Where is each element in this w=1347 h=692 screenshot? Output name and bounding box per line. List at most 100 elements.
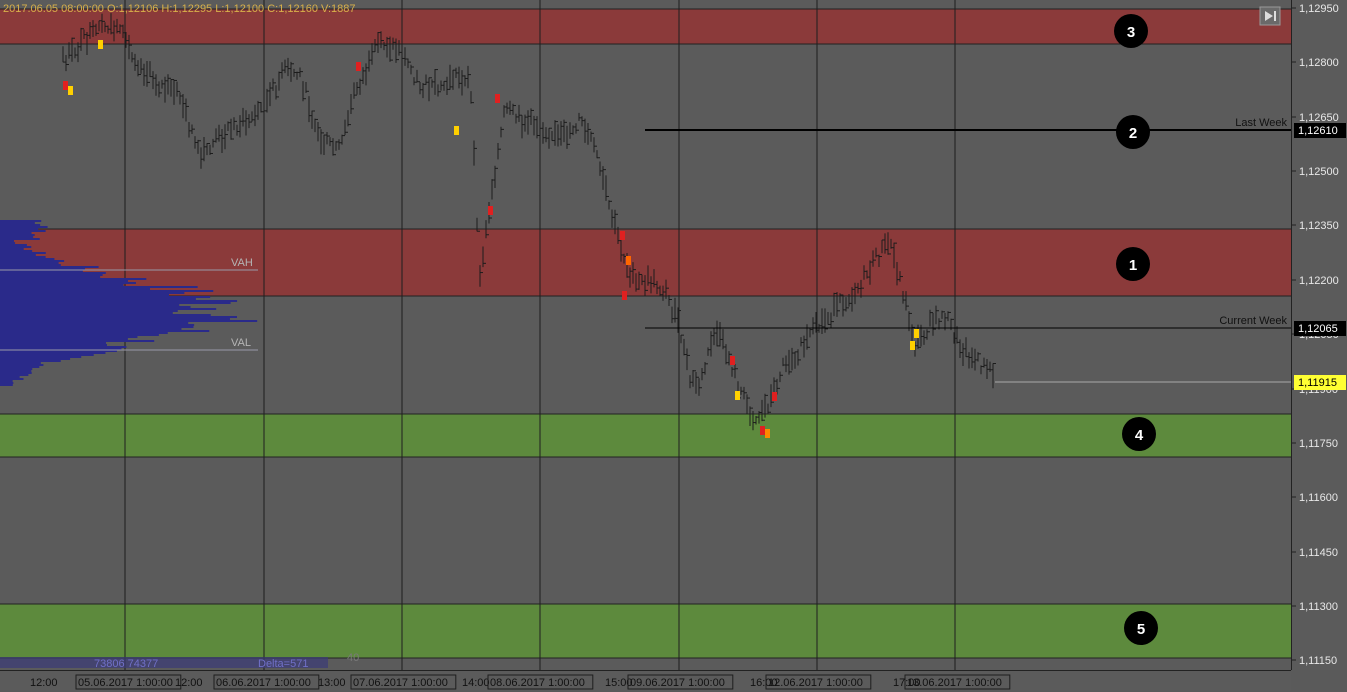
chart-area[interactable]: VAH VAL Last Week Current Week 3 2 1 4 5 [0, 0, 1291, 670]
profile-bar [0, 230, 46, 232]
time-label: 12.06.2017 1:00:00 [768, 677, 863, 689]
profile-bar [0, 334, 159, 336]
profile-bar [0, 268, 86, 270]
profile-bar [0, 254, 36, 256]
profile-bar [0, 238, 40, 240]
price-chart[interactable]: VAH VAL Last Week Current Week 3 2 1 4 5 [0, 0, 1291, 670]
time-label-box [904, 674, 1011, 690]
profile-bar [0, 310, 178, 312]
last-week-price: 1,12610 [1298, 125, 1338, 137]
last-week-label: Last Week [1235, 117, 1287, 129]
profile-bar [0, 232, 32, 234]
skip-forward-button[interactable] [1259, 6, 1281, 26]
price-tick-label: 1,11150 [1299, 655, 1337, 667]
profile-bar [0, 358, 71, 360]
profile-bar [0, 284, 124, 286]
profile-bar [0, 292, 185, 294]
price-bars [62, 13, 996, 438]
current-price-tag: 1,11915 [1294, 375, 1346, 390]
profile-bar [0, 260, 65, 262]
time-labels: 12:00 05.06.2017 1:00:00 12:00 06.06.2017 1… [30, 674, 1011, 690]
time-label: 14:00 [462, 677, 490, 689]
profile-bar [0, 360, 61, 362]
profile-bar [0, 354, 94, 356]
price-axis[interactable]: 1,12950 1,12800 1,12650 1,12500 1,12350 1,122… [1291, 0, 1347, 670]
profile-bar [0, 326, 194, 328]
profile-bar [0, 344, 107, 346]
zone-2-label: 2 [1129, 125, 1137, 142]
volume-highlight [735, 391, 740, 400]
volume-highlight [772, 392, 777, 401]
profile-bar [0, 320, 258, 322]
zone-5-label: 5 [1137, 621, 1145, 638]
profile-bar [0, 262, 59, 264]
instrument-info: 2017.06.05 08:00:00 O:1,12106 H:1,12295 … [3, 3, 356, 15]
time-label: 05.06.2017 1:00:00 [78, 677, 173, 689]
profile-bar [0, 256, 46, 258]
volume-highlight [910, 341, 915, 350]
volume-highlight [68, 86, 73, 95]
profile-bar [0, 364, 44, 366]
profile-bar [0, 244, 27, 246]
zone-3-band [0, 9, 1291, 44]
price-tick-label: 1,11750 [1299, 438, 1338, 450]
profile-bar [0, 298, 196, 300]
volume-highlight [622, 291, 627, 300]
current-price: 1,11915 [1298, 377, 1337, 389]
profile-bar [0, 368, 33, 370]
volume-highlight [488, 206, 493, 215]
time-label: 12:00 [175, 677, 203, 689]
profile-bar [0, 272, 106, 274]
time-label: 09.06.2017 1:00:00 [630, 677, 725, 689]
profile-bar [0, 376, 20, 378]
profile-bar [0, 346, 127, 348]
time-label: 08.06.2017 1:00:00 [490, 677, 585, 689]
profile-bar [0, 252, 46, 254]
profile-bar [0, 380, 13, 382]
profile-bar [0, 324, 195, 326]
profile-bar [0, 336, 138, 338]
profile-bar [0, 340, 155, 342]
price-tick-label: 1,12200 [1299, 275, 1339, 287]
profile-bar [0, 338, 128, 340]
price-tick-label: 1,11600 [1299, 492, 1338, 504]
profile-bar [0, 342, 107, 344]
profile-bar [0, 308, 217, 310]
volume-stats-bar [0, 657, 328, 668]
price-tick-label: 1,11300 [1299, 601, 1338, 613]
profile-bar [0, 222, 35, 224]
profile-bar [0, 366, 40, 368]
extra-label: 40 [347, 652, 359, 664]
profile-bar [0, 224, 41, 226]
volume-highlight [730, 356, 735, 365]
time-label-box [350, 674, 457, 690]
profile-bar [0, 220, 42, 222]
profile-bar [0, 288, 151, 290]
profile-bar [0, 304, 180, 306]
profile-bar [0, 296, 211, 298]
profile-bar [0, 274, 103, 276]
profile-bar [0, 314, 211, 316]
volume-highlight [914, 329, 919, 338]
zone-2-marker: 2 [1116, 115, 1150, 149]
volume-highlight [760, 426, 765, 435]
current-week-price-tag: 1,12065 [1294, 321, 1346, 336]
zone-1-marker: 1 [1116, 247, 1150, 281]
time-label: 13:00 [318, 677, 346, 689]
profile-bar [0, 226, 48, 228]
skip-forward-icon [1265, 11, 1276, 21]
time-axis[interactable]: 12:00 05.06.2017 1:00:00 12:00 06.06.2017 1… [0, 670, 1291, 691]
profile-bar [0, 258, 55, 260]
time-label: 06.06.2017 1:00:00 [216, 677, 311, 689]
profile-bar [0, 384, 13, 386]
profile-bar [0, 370, 32, 372]
profile-bar [0, 374, 29, 376]
zone-3-label: 3 [1127, 24, 1135, 41]
time-label: 12:00 [30, 677, 58, 689]
profile-bar [0, 250, 33, 252]
profile-bar [0, 278, 147, 280]
profile-bar [0, 352, 106, 354]
price-tick-label: 1,11450 [1299, 547, 1338, 559]
time-label: 17:00 [893, 677, 921, 689]
profile-bar [0, 290, 214, 292]
